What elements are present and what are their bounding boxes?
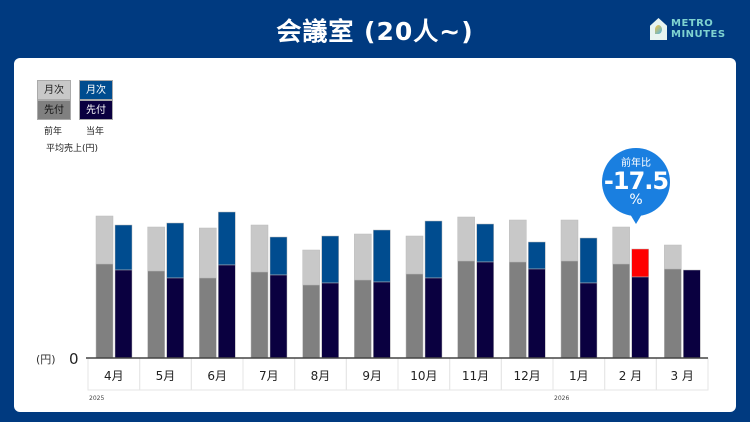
bar-cur-advance — [373, 281, 391, 359]
bar-cur-advance — [321, 282, 339, 359]
legend-cur-advance: 先付 — [79, 100, 113, 120]
bar-prev-advance — [302, 284, 320, 359]
bar-cur-monthly — [528, 241, 546, 270]
bar-cur-monthly — [631, 248, 649, 278]
bar-prev-monthly — [612, 226, 630, 265]
bar-prev-monthly — [664, 244, 682, 270]
bar-cur-monthly — [373, 229, 391, 283]
bar-cur-monthly — [166, 222, 184, 279]
x-tick-label: 11月 — [462, 369, 489, 383]
x-tick-label: 10月 — [410, 369, 437, 383]
bar-prev-monthly — [199, 227, 217, 279]
bar-cur-advance — [166, 277, 184, 359]
bar-cur-monthly — [476, 223, 494, 263]
bar-prev-monthly — [509, 219, 527, 263]
legend-cur-monthly: 月次 — [79, 80, 113, 100]
bar-prev-monthly — [95, 215, 114, 265]
legend-prev-monthly: 月次 — [37, 80, 71, 100]
x-tick-label: 12月 — [514, 369, 541, 383]
bar-prev-advance — [199, 277, 217, 359]
legend-caption: 平均売上(円) — [46, 144, 99, 154]
x-tick-label: 3 月 — [670, 369, 693, 383]
bar-prev-monthly — [354, 233, 372, 281]
logo-house-icon — [650, 18, 667, 40]
x-tick-label: 4月 — [104, 369, 124, 383]
bar-cur-advance — [579, 282, 598, 359]
bar-cur-monthly — [218, 211, 236, 266]
year-label: 2025 — [89, 395, 104, 402]
y-zero-label: 0 — [69, 350, 79, 368]
y-unit-label: (円) — [36, 353, 56, 366]
bar-prev-monthly — [405, 235, 424, 275]
bar-cur-monthly — [321, 235, 339, 284]
x-tick-label: 5月 — [156, 369, 176, 383]
bar-prev-advance — [560, 260, 579, 359]
x-tick-label: 2 月 — [619, 369, 642, 383]
bar-prev-monthly — [250, 224, 269, 273]
x-tick-label: 1月 — [569, 369, 589, 383]
logo-line1: METRO — [671, 18, 714, 29]
legend-prev-advance: 先付 — [37, 100, 71, 120]
callout-value: -17.5 — [603, 167, 669, 195]
bar-prev-advance — [457, 260, 475, 359]
x-tick-label: 7月 — [259, 369, 279, 383]
bar-prev-advance — [612, 263, 630, 359]
legend-cur-year: 当年 — [86, 127, 105, 137]
x-tick-label: 9月 — [362, 369, 382, 383]
bar-prev-advance — [147, 270, 165, 359]
x-tick-label: 8月 — [311, 369, 331, 383]
logo-line2: MINUTES — [671, 29, 726, 40]
bar-cur-monthly — [579, 237, 598, 284]
bar-cur-monthly — [269, 236, 288, 276]
bar-prev-monthly — [147, 226, 165, 272]
bar-cur-advance — [424, 277, 443, 359]
bar-prev-advance — [95, 263, 114, 359]
bar-cur-advance — [269, 274, 288, 359]
bar-prev-advance — [664, 268, 682, 359]
bar-prev-advance — [250, 271, 269, 359]
bar-cur-advance — [528, 268, 546, 359]
x-tick-label: 6月 — [207, 369, 227, 383]
bar-cur-advance — [114, 269, 133, 359]
bar-cur-advance — [476, 261, 494, 359]
bar-prev-monthly — [302, 249, 320, 286]
bar-cur-monthly — [424, 220, 443, 279]
bar-cur-advance — [218, 264, 236, 359]
logo: METRO MINUTES — [650, 18, 726, 40]
bar-prev-monthly — [560, 219, 579, 262]
bar-cur-advance — [683, 269, 701, 359]
callout-unit: % — [629, 192, 643, 208]
bar-cur-monthly — [114, 224, 133, 271]
bar-cur-advance — [631, 276, 649, 359]
bar-prev-advance — [354, 279, 372, 359]
callout-label: 前年比 — [621, 158, 651, 169]
yoy-callout: 前年比 -17.5 % — [602, 148, 670, 224]
legend-prev-year: 前年 — [44, 127, 63, 137]
bar-prev-advance — [405, 273, 424, 359]
bar-prev-monthly — [457, 216, 475, 262]
bar-prev-advance — [509, 261, 527, 359]
page-title: 会議室 (20人~) — [276, 17, 474, 46]
year-label: 2026 — [554, 395, 569, 402]
